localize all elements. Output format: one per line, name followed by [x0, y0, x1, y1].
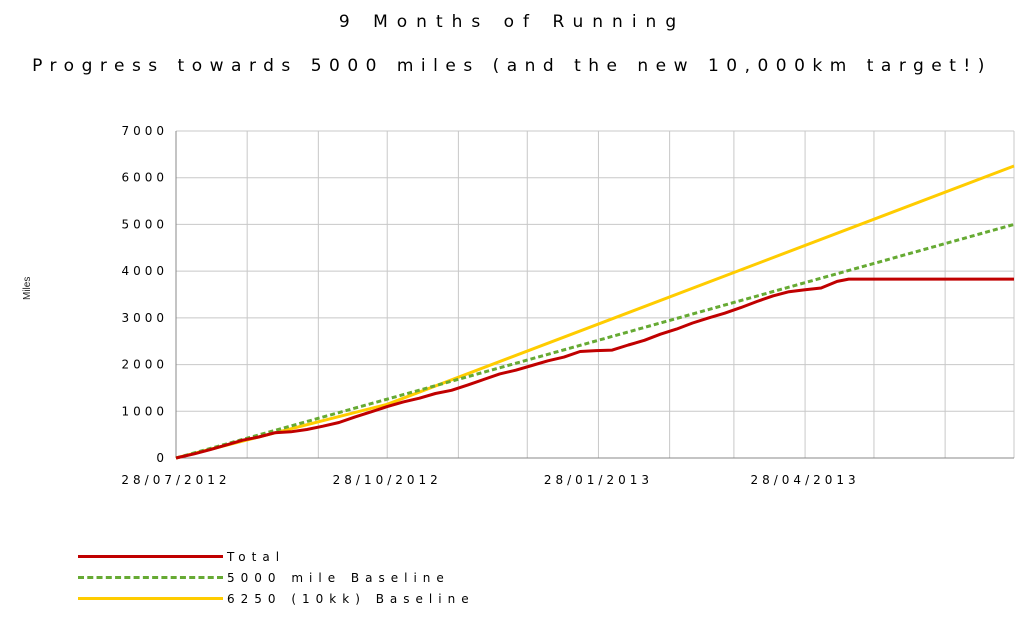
chart-title: 9 Months of Running: [338, 12, 686, 32]
x-tick-label: 28/01/2013: [544, 473, 653, 487]
y-tick-label: 0: [156, 451, 168, 465]
grid-lines: [175, 130, 1015, 459]
legend-item-6250-baseline: 6250 (10kk) Baseline: [78, 588, 475, 609]
legend: Total 5000 mile Baseline 6250 (10kk) Bas…: [78, 546, 475, 609]
legend-label-total: Total: [227, 549, 286, 564]
x-tick-label: 28/04/2013: [750, 473, 859, 487]
legend-item-5000-baseline: 5000 mile Baseline: [78, 567, 475, 588]
y-tick-labels: 0 1000 2000 3000 4000 5000 6000 7000: [121, 124, 168, 465]
legend-swatch-5000-baseline: [78, 576, 223, 579]
chart-plot-area: 0 1000 2000 3000 4000 5000 6000 7000 28/07/2012…: [121, 124, 1015, 487]
y-tick-label: 7000: [121, 124, 168, 138]
series-line-total: [175, 277, 1014, 460]
y-tick-label: 6000: [121, 171, 168, 185]
legend-swatch-6250-baseline: [78, 597, 223, 600]
x-tick-label: 28/07/2012: [121, 473, 230, 487]
legend-label-5000-baseline: 5000 mile Baseline: [227, 570, 450, 585]
y-tick-label: 1000: [121, 404, 168, 418]
x-tick-label: 28/10/2012: [333, 473, 442, 487]
legend-item-total: Total: [78, 546, 475, 567]
legend-label-6250-baseline: 6250 (10kk) Baseline: [227, 591, 475, 606]
y-tick-label: 4000: [121, 264, 168, 278]
y-tick-label: 5000: [121, 217, 168, 231]
y-tick-label: 2000: [121, 358, 168, 372]
chart-subtitle: Progress towards 5000 miles (and the new…: [32, 56, 992, 76]
series-lines: [175, 164, 1015, 460]
y-tick-label: 3000: [121, 311, 168, 325]
legend-swatch-total: [78, 555, 223, 558]
x-tick-labels: 28/07/2012 28/10/2012 28/01/2013 28/04/2013: [121, 473, 859, 487]
series-line-6250-10kk-baseline: [175, 164, 1015, 460]
series-line-5000-mile-baseline: [175, 222, 1015, 460]
axes: [175, 131, 1014, 459]
